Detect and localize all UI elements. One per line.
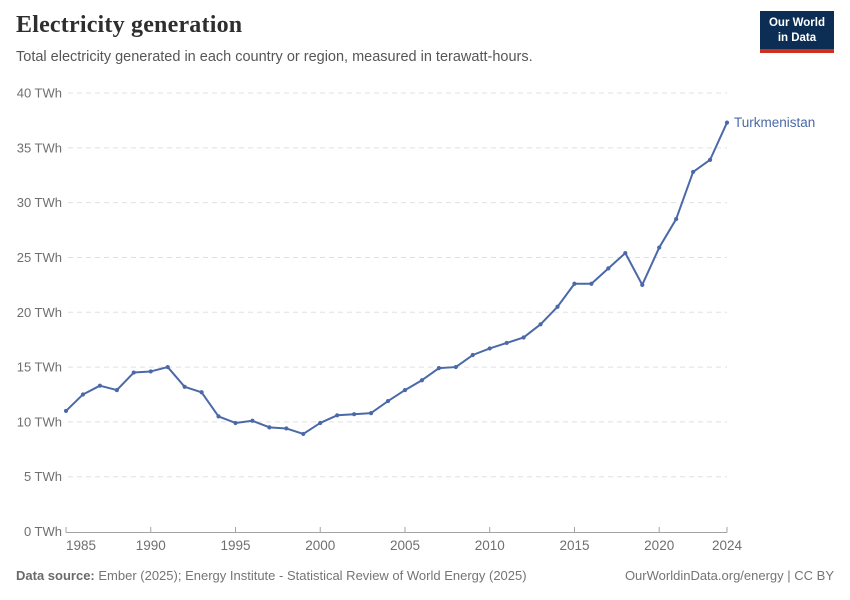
data-point[interactable]	[148, 369, 153, 374]
data-point[interactable]	[640, 282, 645, 287]
series-line-turkmenistan[interactable]	[65, 121, 728, 435]
data-point[interactable]	[606, 266, 611, 271]
data-source-text: Ember (2025); Energy Institute - Statist…	[94, 568, 527, 583]
series-label-turkmenistan[interactable]: Turkmenistan	[734, 115, 815, 130]
owid-logo[interactable]: Our World in Data	[759, 11, 834, 53]
data-point[interactable]	[301, 431, 306, 437]
data-point[interactable]	[250, 418, 255, 423]
attribution-link[interactable]: OurWorldinData.org/energy | CC BY	[624, 568, 834, 583]
x-axis-tick-label: 1985	[66, 538, 96, 553]
data-point[interactable]	[131, 370, 136, 375]
data-point[interactable]	[724, 120, 730, 125]
page-title: Electricity generation	[16, 12, 243, 38]
x-axis-tick-label: 1995	[220, 538, 250, 553]
data-source: Data source: Ember (2025); Energy Instit…	[16, 568, 527, 583]
data-point[interactable]	[538, 322, 543, 327]
data-point[interactable]	[555, 304, 560, 309]
data-point[interactable]	[521, 335, 526, 340]
y-axis-tick-label: 15 TWh	[17, 360, 62, 375]
y-axis-tick-label: 10 TWh	[17, 414, 62, 429]
x-axis-tick-label: 2020	[644, 538, 674, 553]
data-point[interactable]	[504, 340, 509, 346]
y-axis-tick-label: 0 TWh	[24, 524, 62, 539]
data-point[interactable]	[487, 346, 492, 351]
x-axis-tick-label: 2015	[559, 538, 589, 553]
owid-logo-line1: Our World	[768, 17, 825, 29]
data-point[interactable]	[80, 392, 86, 397]
data-source-label: Data source:	[16, 568, 95, 583]
x-axis-tick-label: 2005	[390, 538, 420, 553]
x-axis-tick-label: 2000	[305, 538, 335, 553]
data-point[interactable]	[419, 378, 425, 383]
data-point[interactable]	[182, 384, 187, 389]
data-point[interactable]	[691, 169, 696, 175]
data-point[interactable]	[402, 387, 408, 393]
y-axis-tick-label: 20 TWh	[17, 305, 62, 320]
data-point[interactable]	[284, 426, 289, 431]
owid-logo-line2: in Data	[777, 31, 817, 44]
x-axis-tick-label: 1990	[136, 538, 166, 553]
data-point[interactable]	[589, 281, 594, 286]
data-point[interactable]	[623, 250, 628, 256]
y-axis-tick-label: 25 TWh	[17, 250, 62, 265]
data-point[interactable]	[674, 216, 679, 222]
y-axis-tick-label: 5 TWh	[24, 469, 62, 484]
data-point[interactable]	[470, 352, 475, 358]
data-point[interactable]	[165, 364, 170, 370]
data-point[interactable]	[572, 281, 577, 286]
data-point[interactable]	[657, 245, 662, 250]
data-point[interactable]	[707, 157, 713, 162]
data-point[interactable]	[233, 420, 238, 426]
data-point[interactable]	[335, 413, 340, 418]
y-axis-tick-label: 40 TWh	[17, 86, 62, 101]
y-axis-tick-label: 30 TWh	[17, 195, 62, 210]
data-point[interactable]	[199, 390, 204, 395]
data-point[interactable]	[385, 398, 391, 404]
data-point[interactable]	[368, 411, 374, 416]
x-axis-tick-label: 2010	[475, 538, 505, 553]
data-point[interactable]	[436, 366, 441, 371]
y-axis-tick-label: 35 TWh	[17, 140, 62, 155]
chart-subtitle: Total electricity generated in each coun…	[16, 49, 533, 65]
data-point[interactable]	[97, 383, 102, 388]
data-point[interactable]	[216, 414, 221, 419]
data-point[interactable]	[318, 420, 323, 426]
data-point[interactable]	[352, 412, 357, 417]
data-point[interactable]	[63, 408, 69, 414]
data-point[interactable]	[267, 425, 272, 430]
x-axis-tick-label: 2024	[712, 538, 743, 553]
data-point[interactable]	[453, 364, 458, 370]
data-point[interactable]	[114, 387, 119, 393]
